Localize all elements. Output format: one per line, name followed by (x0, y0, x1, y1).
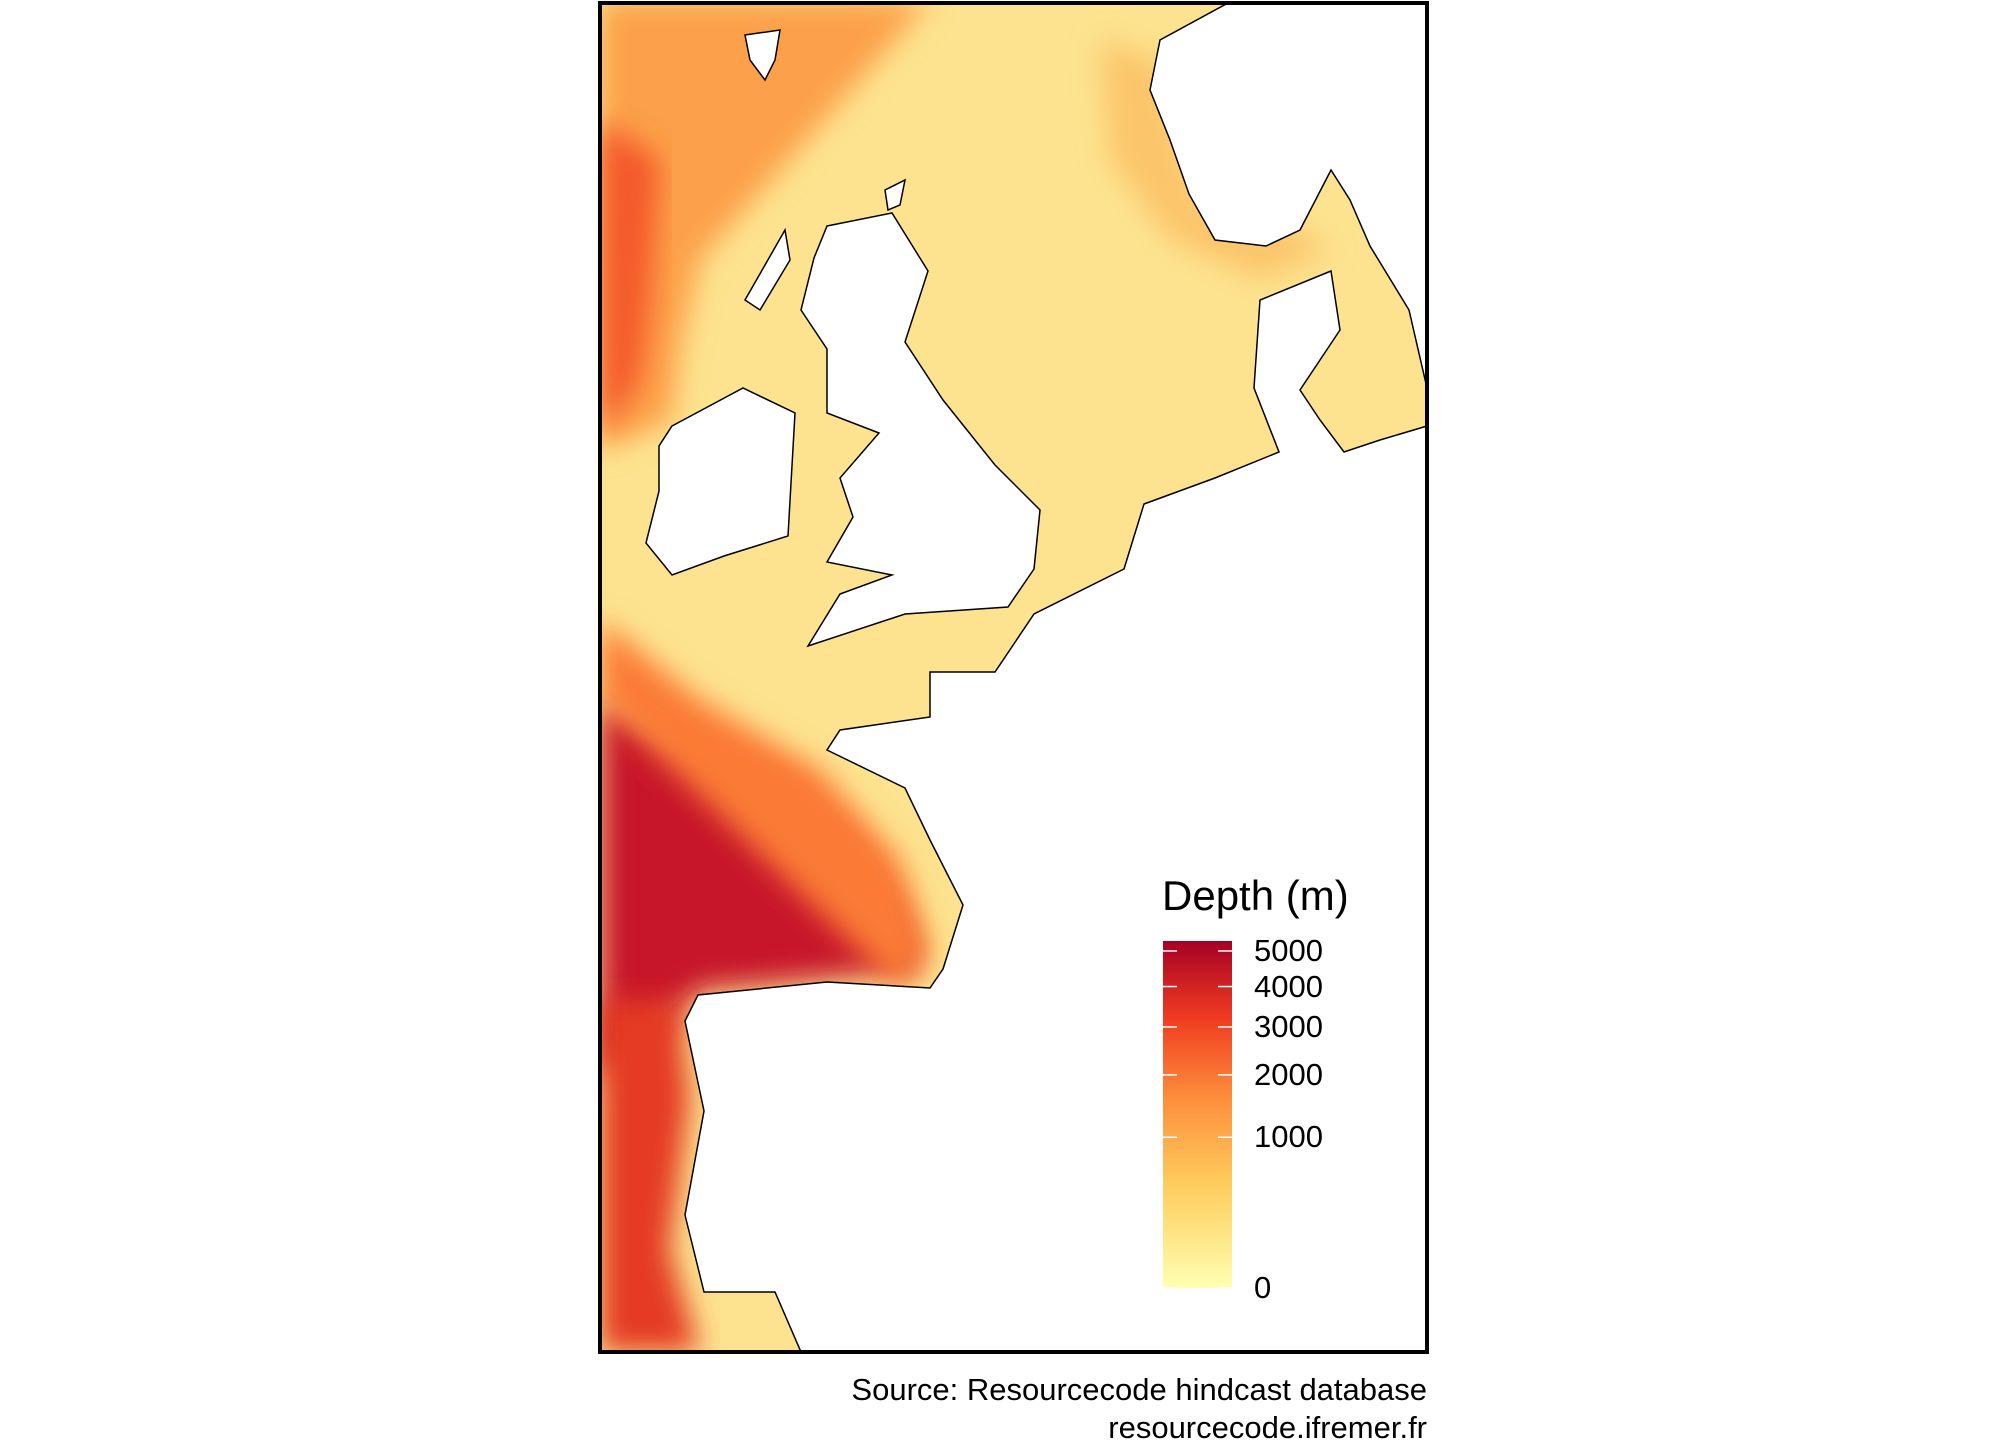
biscay-slope (601, 620, 930, 990)
colorbar-tick-label: 3000 (1254, 1008, 1323, 1044)
colorbar-tick-label: 1000 (1254, 1119, 1323, 1155)
iberian-margin (601, 1000, 700, 1351)
great-britain (800, 212, 1041, 648)
scandinavia (1149, 4, 1426, 388)
landmasses (645, 4, 1426, 1351)
continental-europe (684, 269, 1426, 1351)
orkney (884, 178, 907, 212)
colorbar-tick-label: 4000 (1254, 968, 1323, 1004)
colorbar (1163, 941, 1232, 1288)
bay-of-biscay-abyss (601, 700, 920, 1080)
legend-title: Depth (m) (1162, 872, 1349, 919)
map-frame (598, 1, 1429, 1354)
hebrides (744, 227, 791, 312)
colorbar-tick-label: 2000 (1254, 1056, 1323, 1092)
colorbar-tick-label: 0 (1254, 1270, 1272, 1305)
north-atlantic-slope (601, 4, 927, 450)
source-url: resourcecode.ifremer.fr (1108, 1410, 1427, 1445)
rockall-trough (601, 120, 660, 439)
colorbar-tick-label: 5000 (1254, 932, 1323, 968)
shetland (744, 29, 781, 82)
ireland (645, 387, 796, 576)
source-caption: Source: Resourcecode hindcast database (851, 1372, 1427, 1407)
